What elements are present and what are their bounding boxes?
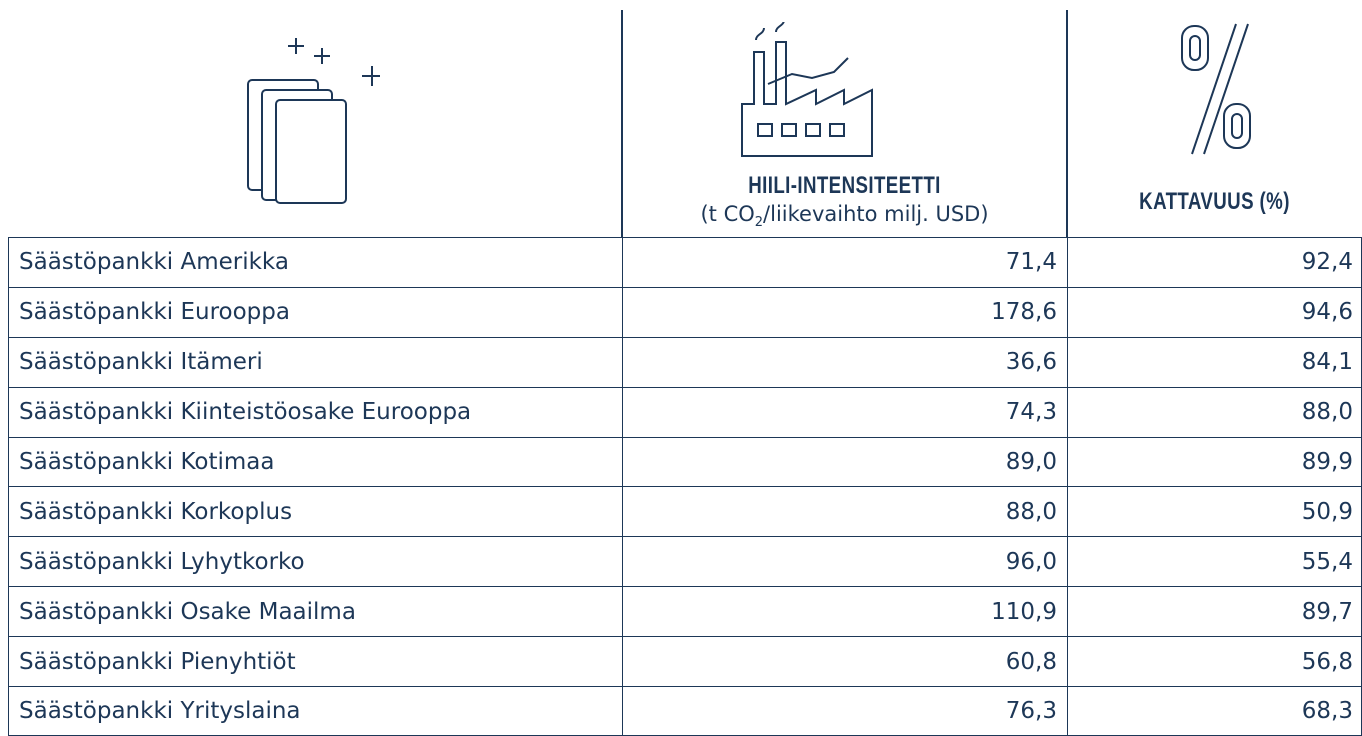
fund-name: Säästöpankki Yrityslaina (8, 687, 622, 735)
value-cell: 88,0 (1067, 387, 1362, 437)
fund-name: Säästöpankki Pienyhtiöt (8, 637, 622, 687)
divider (621, 10, 623, 237)
fund-name: Säästöpankki Lyhytkorko (8, 537, 622, 587)
unit-subscript: 2 (754, 215, 764, 231)
column-unit: (t CO2/liikevaihto milj. USD) (622, 202, 1067, 230)
value-cell: 89,7 (1067, 587, 1362, 637)
header: HIILI-INTENSITEETTI (t CO2/liikevaihto m… (0, 0, 1362, 237)
fund-name: Säästöpankki Eurooppa (8, 287, 622, 337)
table: Säästöpankki Amerikka 71,4 92,4 Säästöpankk… (8, 237, 1362, 736)
table-row: Säästöpankki Osake Maailma 110,9 89,7 (8, 586, 1362, 637)
table-row: Säästöpankki Pienyhtiöt 60,8 56,8 (8, 636, 1362, 687)
documents-icon (247, 38, 380, 204)
column-title: HIILI-INTENSITEETTI (748, 172, 941, 199)
value-cell: 92,4 (1067, 238, 1362, 287)
value-cell: 110,9 (622, 587, 1067, 637)
value-cell: 74,3 (622, 387, 1067, 437)
factory-icon (741, 22, 873, 157)
table-row: Säästöpankki Eurooppa 178,6 94,6 (8, 286, 1362, 337)
value-cell: 68,3 (1067, 687, 1362, 735)
value-cell: 88,0 (622, 487, 1067, 537)
fund-name: Säästöpankki Kotimaa (8, 437, 622, 487)
value-cell: 94,6 (1067, 287, 1362, 337)
value-cell: 84,1 (1067, 337, 1362, 387)
table-row: Säästöpankki Amerikka 71,4 92,4 (8, 237, 1362, 287)
percent-icon (1181, 23, 1251, 155)
table-row: Säästöpankki Kiinteistöosake Eurooppa 74,… (8, 386, 1362, 437)
fund-name: Säästöpankki Amerikka (8, 238, 622, 287)
value-cell: 55,4 (1067, 537, 1362, 587)
fund-name: Säästöpankki Korkoplus (8, 487, 622, 537)
value-cell: 60,8 (622, 637, 1067, 687)
value-cell: 56,8 (1067, 637, 1362, 687)
table-row: Säästöpankki Yrityslaina 76,3 68,3 (8, 686, 1362, 736)
value-cell: 71,4 (622, 238, 1067, 287)
table-row: Säästöpankki Kotimaa 89,0 89,9 (8, 436, 1362, 487)
value-cell: 76,3 (622, 687, 1067, 735)
unit-text: /liikevaihto milj. USD) (763, 202, 989, 226)
unit-text: (t CO (700, 202, 755, 226)
value-cell: 89,9 (1067, 437, 1362, 487)
fund-name: Säästöpankki Kiinteistöosake Eurooppa (8, 387, 622, 437)
value-cell: 50,9 (1067, 487, 1362, 537)
value-cell: 36,6 (622, 337, 1067, 387)
value-cell: 89,0 (622, 437, 1067, 487)
table-row: Säästöpankki Lyhytkorko 96,0 55,4 (8, 536, 1362, 587)
table-row: Säästöpankki Itämeri 36,6 84,1 (8, 336, 1362, 387)
table-row: Säästöpankki Korkoplus 88,0 50,9 (8, 486, 1362, 537)
value-cell: 96,0 (622, 537, 1067, 587)
fund-name: Säästöpankki Itämeri (8, 337, 622, 387)
column-title: KATTAVUUS (%) (1139, 188, 1290, 215)
divider (1066, 10, 1068, 237)
fund-name: Säästöpankki Osake Maailma (8, 587, 622, 637)
value-cell: 178,6 (622, 287, 1067, 337)
